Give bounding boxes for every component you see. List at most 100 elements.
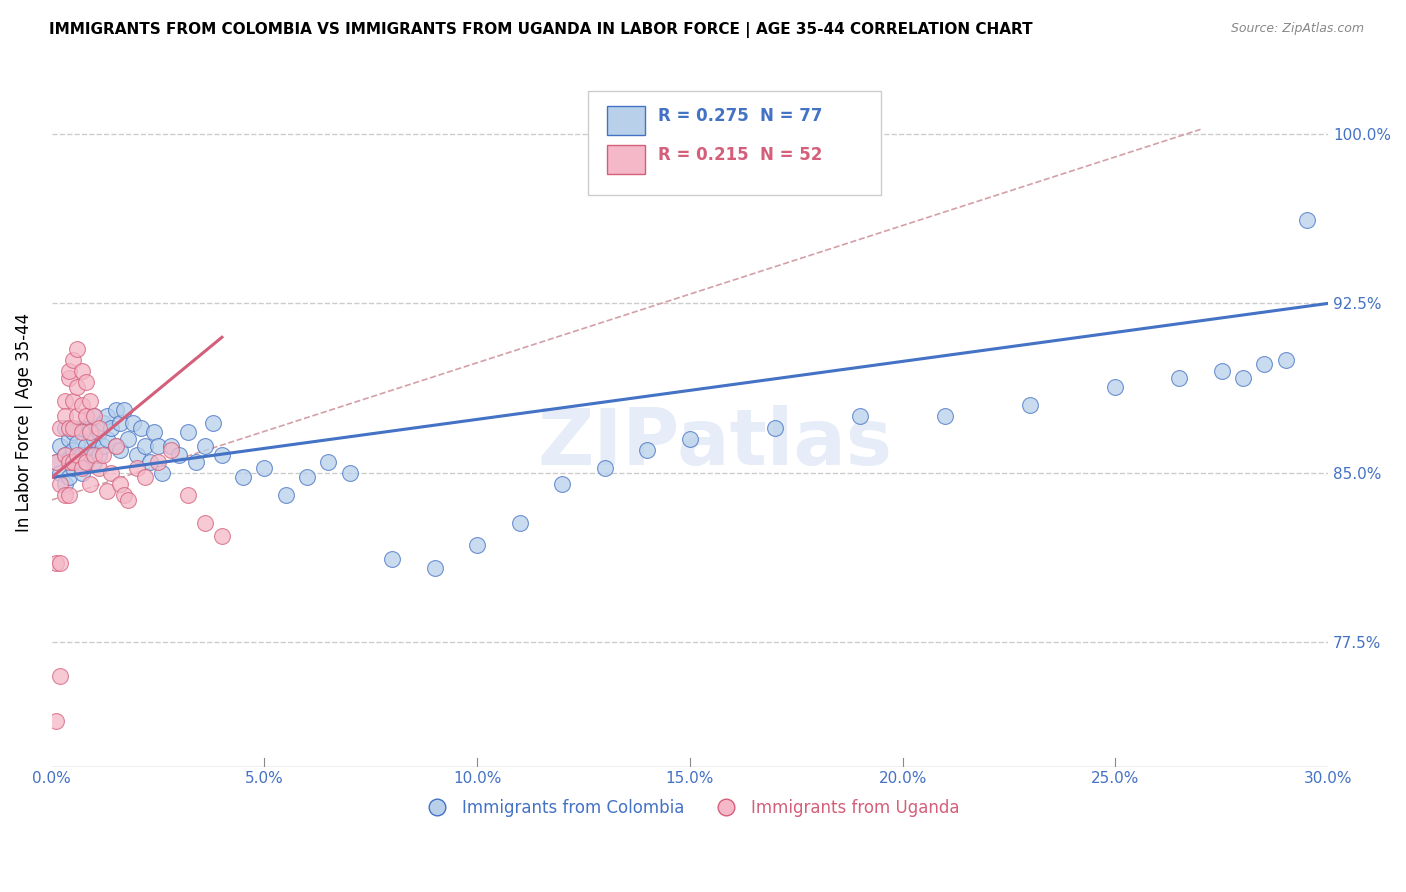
Point (138, 454, 160, 468)
Point (58, 452, 80, 467)
Point (53, 393, 76, 408)
Point (66, 380, 89, 394)
Point (49, 466, 72, 480)
Point (62, 454, 84, 468)
Text: R = 0.275: R = 0.275 (658, 107, 749, 125)
Point (160, 439, 183, 453)
Point (49, 439, 72, 453)
Point (45, 556, 67, 570)
Point (66, 409, 89, 424)
Point (91, 416, 114, 430)
Point (79, 420, 101, 434)
Point (75, 454, 97, 468)
Point (381, 551, 404, 566)
Point (509, 516, 531, 530)
Point (58, 454, 80, 468)
Point (49, 477, 72, 491)
Point (1295, 212, 1317, 227)
Point (83, 409, 105, 424)
Point (53, 420, 76, 434)
Point (763, 420, 786, 434)
Point (253, 461, 276, 475)
Point (83, 432, 105, 446)
Point (75, 454, 97, 468)
Point (1274, 352, 1296, 367)
Point (62, 393, 84, 408)
Point (49, 556, 72, 570)
Point (134, 439, 156, 453)
Point (1211, 364, 1233, 378)
Point (186, 454, 208, 468)
Legend: Immigrants from Colombia, Immigrants from Uganda: Immigrants from Colombia, Immigrants fro… (413, 792, 966, 823)
Point (75, 376, 97, 390)
Point (96, 432, 118, 446)
Text: N = 52: N = 52 (761, 146, 823, 164)
Point (232, 470, 254, 484)
Point (53, 448, 76, 462)
Point (66, 454, 89, 468)
Point (849, 409, 872, 424)
Point (194, 516, 217, 530)
Point (636, 443, 658, 458)
Point (83, 409, 105, 424)
Point (53, 409, 76, 424)
Point (112, 402, 135, 417)
Point (1019, 398, 1042, 412)
Point (45, 714, 67, 729)
Text: N = 77: N = 77 (761, 107, 823, 125)
Point (58, 371, 80, 385)
Point (104, 439, 127, 453)
Point (125, 448, 148, 462)
Point (66, 448, 89, 462)
Point (108, 416, 131, 430)
Point (62, 425, 84, 439)
Point (551, 477, 574, 491)
Point (211, 529, 233, 543)
Point (91, 439, 114, 453)
Point (593, 461, 616, 475)
Point (146, 439, 169, 453)
Point (62, 420, 84, 434)
Point (134, 470, 156, 484)
Point (58, 364, 80, 378)
Point (79, 425, 101, 439)
Point (62, 443, 84, 458)
Point (53, 488, 76, 502)
Point (129, 420, 152, 434)
Point (339, 466, 361, 480)
Point (1104, 380, 1126, 394)
Point (70, 420, 93, 434)
Point (49, 669, 72, 683)
Text: IMMIGRANTS FROM COLOMBIA VS IMMIGRANTS FROM UGANDA IN LABOR FORCE | AGE 35-44 CO: IMMIGRANTS FROM COLOMBIA VS IMMIGRANTS F… (49, 22, 1033, 38)
Bar (607, 105, 645, 135)
Point (87, 461, 110, 475)
Point (75, 439, 97, 453)
Point (423, 560, 446, 574)
Point (142, 425, 165, 439)
Point (96, 483, 118, 498)
Bar (607, 145, 645, 174)
Point (70, 425, 93, 439)
Point (58, 420, 80, 434)
Point (79, 393, 101, 408)
Point (1253, 358, 1275, 372)
Point (465, 538, 488, 552)
Point (934, 409, 956, 424)
Point (146, 454, 169, 468)
Point (87, 425, 110, 439)
Point (112, 488, 135, 502)
Point (125, 461, 148, 475)
Point (87, 448, 110, 462)
Point (1168, 371, 1191, 385)
Point (202, 416, 225, 430)
Text: Source: ZipAtlas.com: Source: ZipAtlas.com (1230, 22, 1364, 36)
Point (108, 477, 131, 491)
Point (58, 470, 80, 484)
Point (150, 466, 173, 480)
Point (104, 402, 127, 417)
Point (100, 466, 122, 480)
Point (194, 439, 217, 453)
Point (45, 454, 67, 468)
Point (66, 436, 89, 450)
Point (70, 461, 93, 475)
